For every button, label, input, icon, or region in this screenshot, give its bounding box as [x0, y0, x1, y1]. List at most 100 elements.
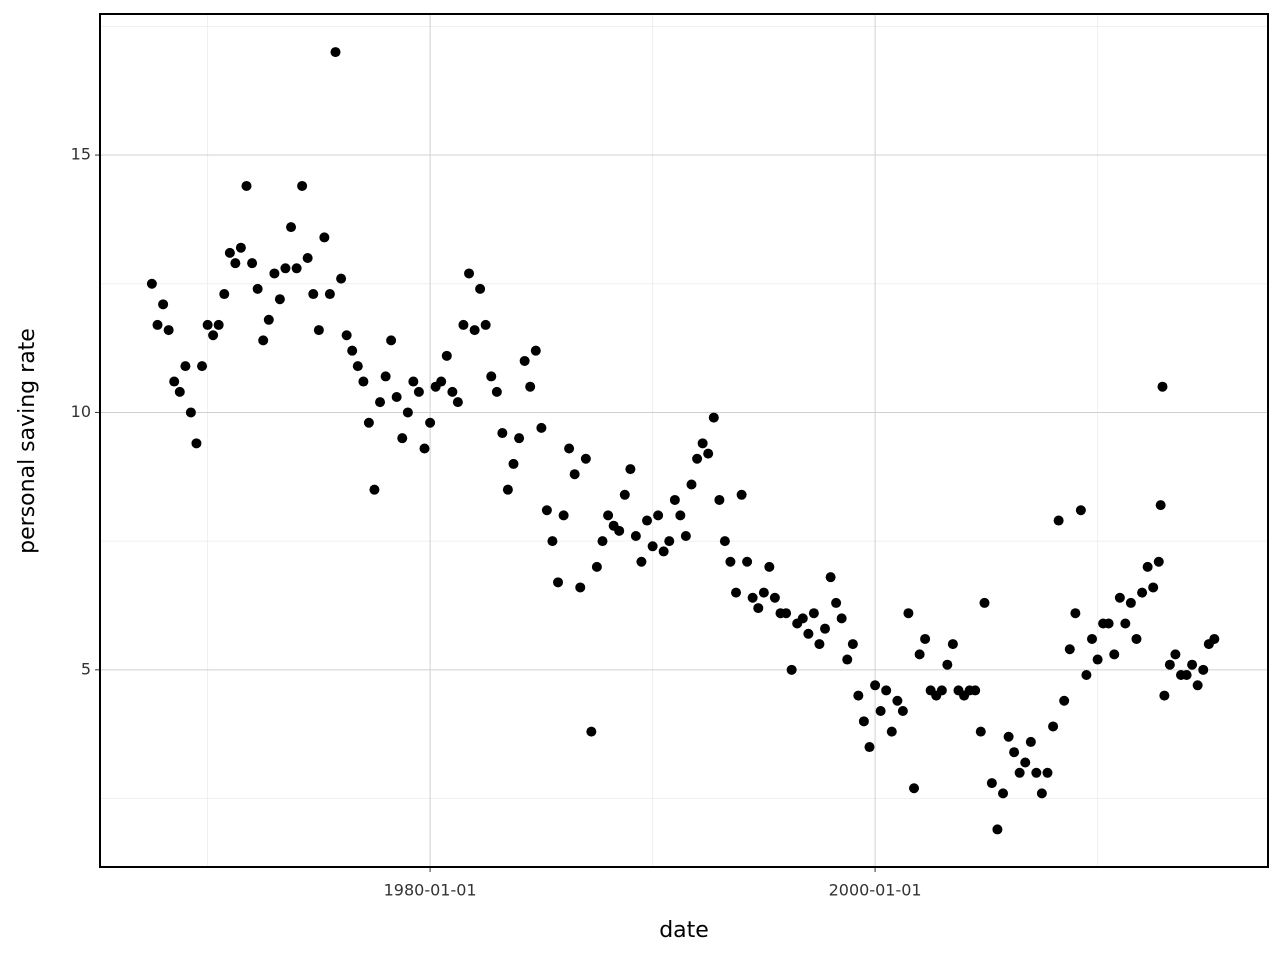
point [224, 247, 235, 258]
point [1081, 669, 1092, 680]
point [1159, 690, 1170, 701]
point [597, 536, 608, 547]
point [675, 510, 686, 521]
point [547, 536, 558, 547]
point [836, 613, 847, 624]
point [914, 649, 925, 660]
point [1036, 788, 1047, 799]
point [909, 783, 920, 794]
point [975, 726, 986, 737]
point [313, 325, 324, 336]
point [1075, 505, 1086, 516]
point [1103, 618, 1114, 629]
point [1155, 500, 1166, 511]
point [814, 639, 825, 650]
point [452, 397, 463, 408]
point [491, 386, 502, 397]
point [647, 541, 658, 552]
point [936, 685, 947, 696]
point [146, 278, 157, 289]
point [174, 386, 185, 397]
point [530, 345, 541, 356]
point [1181, 669, 1192, 680]
point [1164, 659, 1175, 670]
point [708, 412, 719, 423]
point [413, 386, 424, 397]
point [230, 258, 241, 269]
point [1042, 767, 1053, 778]
point [480, 319, 491, 330]
point [247, 258, 258, 269]
point [630, 530, 641, 541]
point [769, 592, 780, 603]
point [358, 376, 369, 387]
point [274, 294, 285, 305]
point [692, 453, 703, 464]
point [892, 695, 903, 706]
point [1009, 747, 1020, 758]
point [425, 417, 436, 428]
point [308, 289, 319, 300]
point [241, 180, 252, 191]
point [992, 824, 1003, 835]
point [731, 587, 742, 598]
x-tick-label: 2000-01-01 [829, 881, 922, 900]
point [1198, 664, 1209, 675]
point [258, 335, 269, 346]
point [235, 242, 246, 253]
point [1087, 633, 1098, 644]
point [680, 530, 691, 541]
point [324, 289, 335, 300]
point [1064, 644, 1075, 655]
point [330, 47, 341, 58]
point [1148, 582, 1159, 593]
point [886, 726, 897, 737]
point [352, 361, 363, 372]
point [986, 778, 997, 789]
point [920, 633, 931, 644]
point [758, 587, 769, 598]
point [163, 325, 174, 336]
point [263, 314, 274, 325]
point [764, 561, 775, 572]
point [797, 613, 808, 624]
point [603, 510, 614, 521]
point [169, 376, 180, 387]
point [847, 639, 858, 650]
point [842, 654, 853, 665]
point [191, 438, 202, 449]
point [703, 448, 714, 459]
point [1131, 633, 1142, 644]
y-tick-label: 5 [81, 659, 91, 678]
point [302, 253, 313, 264]
x-axis-title: date [659, 918, 709, 943]
point [475, 283, 486, 294]
point [642, 515, 653, 526]
point [870, 680, 881, 691]
point [1031, 767, 1042, 778]
point [747, 592, 758, 603]
point [586, 726, 597, 737]
point [1187, 659, 1198, 670]
point [336, 273, 347, 284]
point [502, 484, 513, 495]
point [541, 505, 552, 516]
point [158, 299, 169, 310]
point [753, 603, 764, 614]
point [486, 371, 497, 382]
point [875, 706, 886, 717]
point [1120, 618, 1131, 629]
point [391, 392, 402, 403]
point [1114, 592, 1125, 603]
point [653, 510, 664, 521]
point [881, 685, 892, 696]
point [558, 510, 569, 521]
x-tick-label: 1980-01-01 [384, 881, 477, 900]
point [719, 536, 730, 547]
point [458, 319, 469, 330]
point [686, 479, 697, 490]
point [319, 232, 330, 243]
point [291, 263, 302, 274]
point [1192, 680, 1203, 691]
point [736, 489, 747, 500]
